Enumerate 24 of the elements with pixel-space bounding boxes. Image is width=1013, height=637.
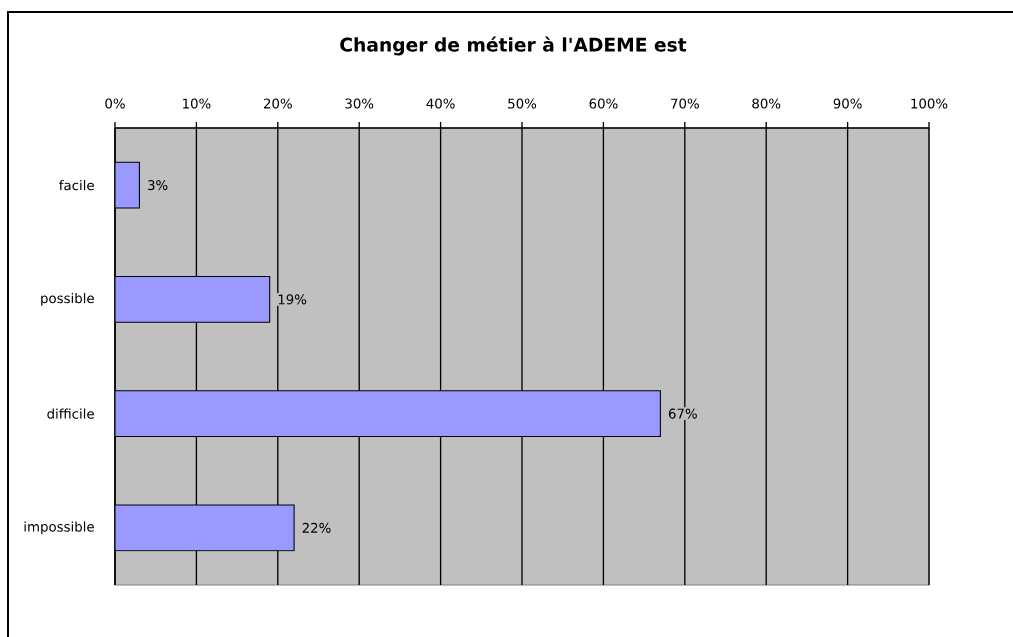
x-tick-label: 100% xyxy=(911,98,948,109)
data-label: 67% xyxy=(668,408,697,419)
y-tick-label: facile xyxy=(59,179,94,191)
data-label: 22% xyxy=(302,522,331,533)
x-tick-label: 0% xyxy=(105,98,125,109)
chart-title: Changer de métier à l'ADEME est xyxy=(340,36,687,56)
x-tick-label: 90% xyxy=(833,98,862,109)
data-label: 3% xyxy=(148,180,168,191)
x-tick-label: 50% xyxy=(508,98,537,109)
bar xyxy=(115,275,271,323)
x-tick-label: 20% xyxy=(263,98,292,109)
x-tick-label: 60% xyxy=(589,98,618,109)
data-label: 19% xyxy=(278,294,307,305)
y-tick-label: difficile xyxy=(47,408,94,419)
y-tick-label: impossible xyxy=(24,521,94,535)
bar xyxy=(115,390,661,438)
x-tick-label: 30% xyxy=(345,98,374,109)
bar xyxy=(115,504,295,552)
x-tick-label: 10% xyxy=(183,98,211,109)
x-tick-label: 70% xyxy=(671,98,699,109)
x-tick-label: 80% xyxy=(752,98,781,109)
y-tick-label: possible xyxy=(41,292,94,306)
x-tick-label: 40% xyxy=(426,98,455,109)
bar xyxy=(115,161,140,209)
